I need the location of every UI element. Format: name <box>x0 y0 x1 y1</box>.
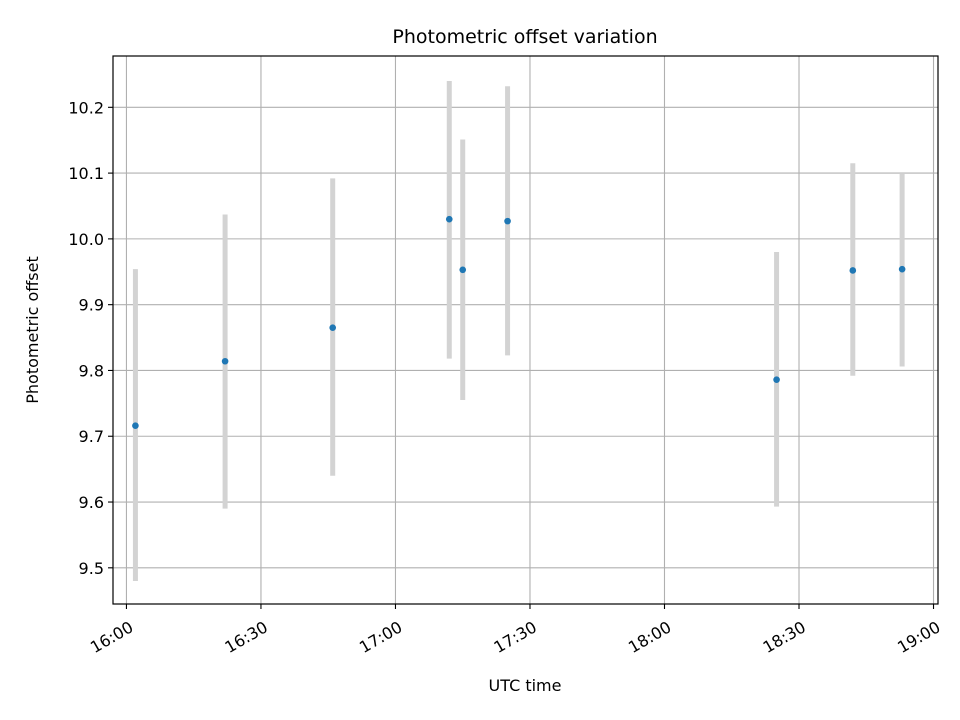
data-point <box>221 357 229 365</box>
plot-frame <box>112 55 939 605</box>
y-tick-label: 9.6 <box>79 493 104 512</box>
y-tick-label: 9.7 <box>79 427 104 446</box>
data-point <box>329 324 337 331</box>
y-tick-label: 9.8 <box>79 361 104 380</box>
data-point <box>849 267 857 274</box>
x-axis-title: UTC time <box>489 676 562 695</box>
y-axis-ticks: 9.5 9.6 9.7 9.8 9.9 10.0 10.1 10.2 <box>68 98 113 578</box>
grid-lines <box>113 56 938 604</box>
chart-title: Photometric offset variation <box>392 26 657 48</box>
data-point <box>445 215 453 223</box>
y-tick-label: 10.2 <box>68 98 104 117</box>
data-point <box>773 376 780 383</box>
y-axis-title: Photometric offset <box>23 256 42 404</box>
data-point <box>898 265 906 273</box>
y-tick-label: 9.5 <box>79 559 104 578</box>
data-point <box>459 266 467 274</box>
data-points <box>132 215 906 430</box>
y-tick-label: 10.0 <box>68 230 104 249</box>
y-tick-label: 9.9 <box>79 296 104 315</box>
data-point <box>504 217 511 225</box>
y-tick-label: 10.1 <box>68 164 104 183</box>
data-point <box>132 422 139 430</box>
